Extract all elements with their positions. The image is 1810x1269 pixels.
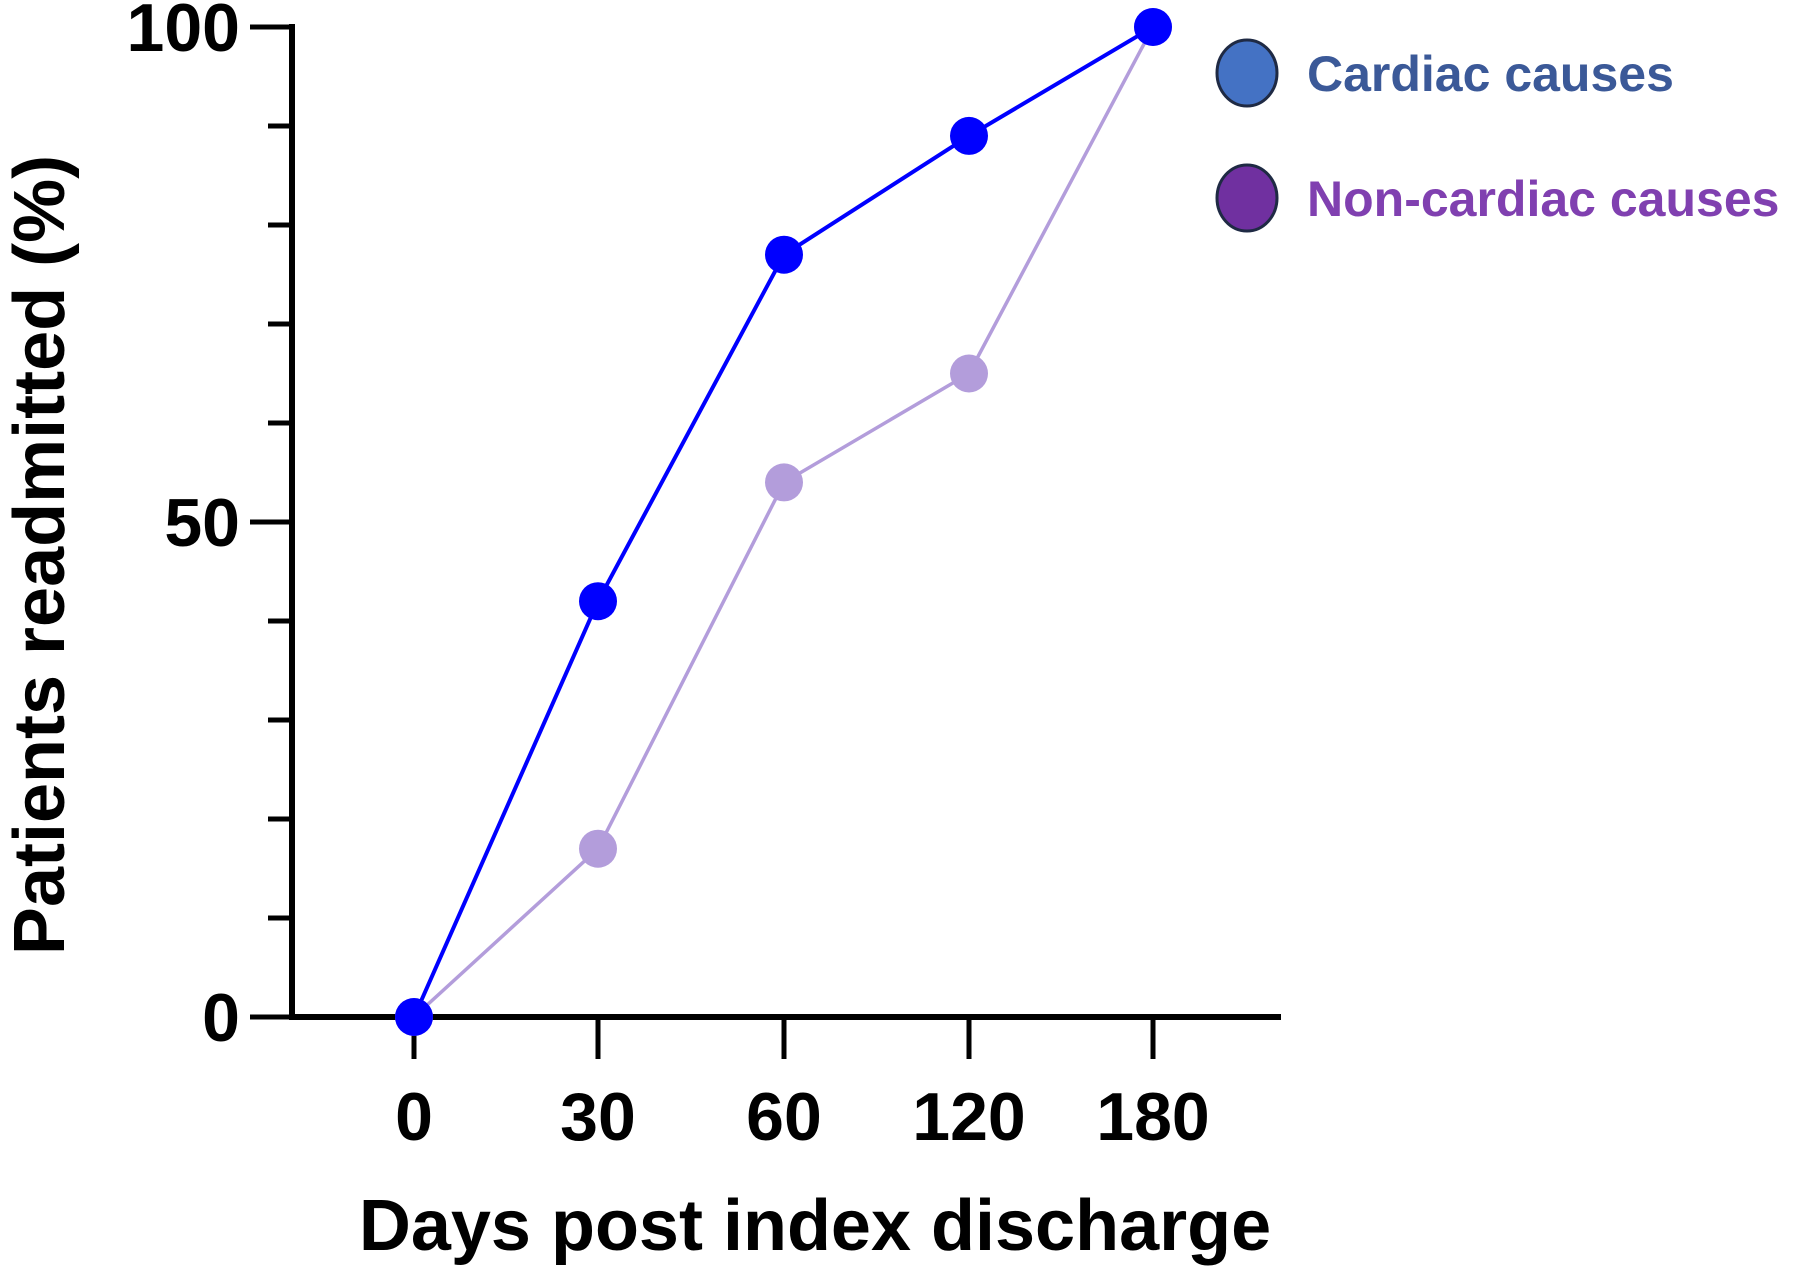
data-point [1134, 8, 1172, 46]
data-point [765, 235, 803, 274]
y-tick-label: 0 [202, 980, 240, 1056]
legend-swatch [1215, 163, 1279, 233]
legend-label: Cardiac causes [1307, 46, 1674, 102]
x-tick-label: 60 [746, 1079, 822, 1155]
series-layer [395, 8, 1172, 1036]
legend: Cardiac causes Non-cardiac causes [1215, 38, 1779, 233]
x-tick-label: 120 [912, 1079, 1025, 1155]
x-tick-label: 30 [560, 1079, 636, 1155]
series-1 [395, 8, 1172, 1036]
x-tick-label: 180 [1096, 1079, 1209, 1155]
legend-label: Non-cardiac causes [1307, 171, 1779, 227]
series-line [412, 25, 1155, 1018]
data-point [950, 354, 988, 393]
y-tick-label: 50 [164, 485, 240, 561]
y-ticks: 0 50 100 [127, 0, 292, 1056]
x-axis-title: Days post index discharge [359, 1186, 1271, 1266]
x-ticks: 0 30 60 120 180 [395, 1017, 1210, 1155]
data-point [579, 582, 617, 621]
series-2 [395, 8, 1172, 1036]
y-tick-label: 100 [127, 0, 240, 66]
data-point [765, 463, 803, 502]
data-point [950, 116, 988, 155]
data-point [395, 998, 433, 1036]
legend-item: Non-cardiac causes [1215, 163, 1779, 233]
y-axis-title: Patients readmitted (%) [0, 155, 80, 955]
axes: 0 50 100 0 30 60 120 180 [127, 0, 1281, 1155]
x-tick-label: 0 [395, 1079, 433, 1155]
legend-swatch [1215, 38, 1279, 108]
series-line [412, 26, 1155, 1019]
legend-item: Cardiac causes [1215, 38, 1674, 108]
data-point [579, 829, 617, 868]
